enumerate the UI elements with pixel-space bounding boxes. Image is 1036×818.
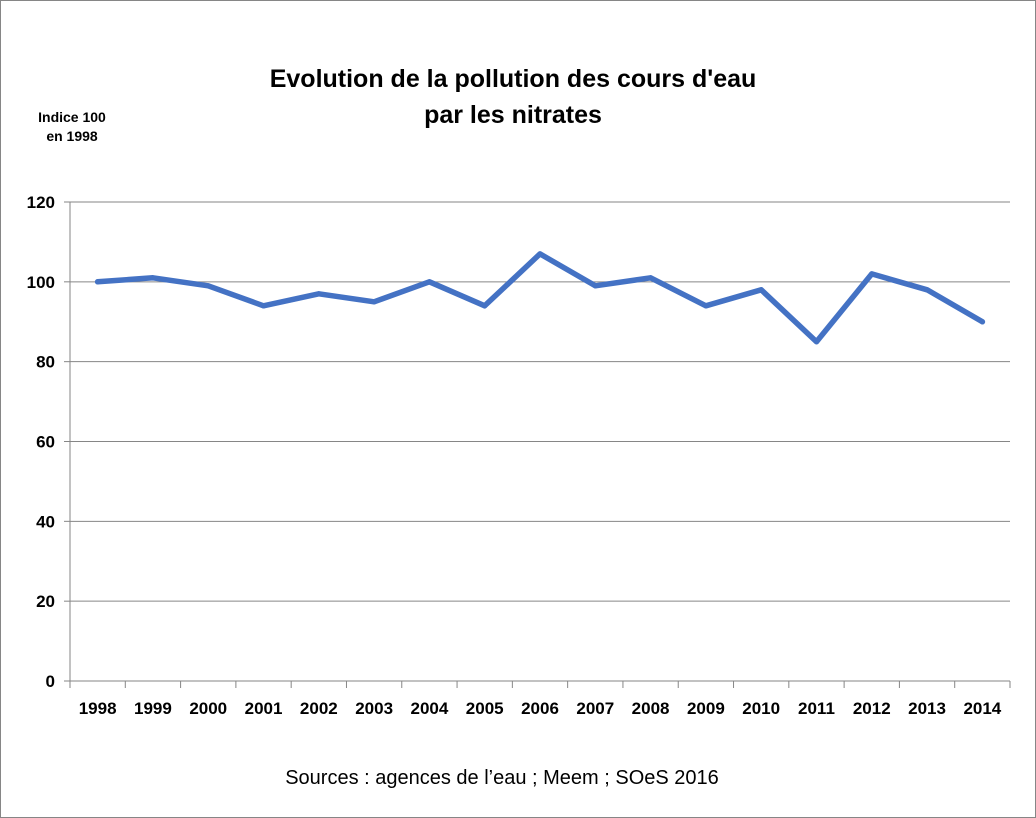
x-tick-label-1999: 1999 bbox=[134, 699, 172, 718]
data-point-2009 bbox=[703, 303, 709, 309]
y-axis-label: Indice 100 en 1998 bbox=[22, 108, 122, 146]
data-point-2003 bbox=[371, 299, 377, 305]
x-tick-label-2006: 2006 bbox=[521, 699, 559, 718]
data-point-2010 bbox=[758, 287, 764, 293]
x-tick-label-2007: 2007 bbox=[576, 699, 614, 718]
data-point-2014 bbox=[979, 319, 985, 325]
data-point-2012 bbox=[869, 271, 875, 277]
y-tick-label-20: 20 bbox=[36, 592, 55, 611]
data-point-2004 bbox=[426, 279, 433, 285]
source-note: Sources : agences de l’eau ; Meem ; SOeS… bbox=[285, 767, 719, 789]
x-tick-label-2002: 2002 bbox=[300, 699, 338, 718]
data-point-2005 bbox=[482, 303, 488, 309]
x-tick-label-2010: 2010 bbox=[742, 699, 780, 718]
y-tick-label-100: 100 bbox=[27, 273, 55, 292]
data-point-2001 bbox=[260, 303, 267, 309]
data-point-1998 bbox=[95, 279, 101, 285]
y-tick-labels: 0 20 40 60 80 100 120 bbox=[27, 193, 55, 691]
x-tick-label-2008: 2008 bbox=[632, 699, 670, 718]
series-group bbox=[94, 251, 986, 345]
gridlines bbox=[70, 201, 1010, 602]
data-point-1999 bbox=[150, 275, 156, 281]
x-tick-label-2000: 2000 bbox=[189, 699, 227, 718]
chart-title-line1: Evolution de la pollution des cours d'ea… bbox=[269, 65, 757, 93]
data-point-2013 bbox=[924, 287, 930, 293]
y-tick-label-120: 120 bbox=[27, 193, 55, 212]
data-point-2008 bbox=[647, 275, 654, 281]
y-tick-label-80: 80 bbox=[36, 353, 55, 372]
data-point-2000 bbox=[205, 283, 211, 289]
x-tick-label-2014: 2014 bbox=[963, 699, 1001, 718]
y-axis-label-line1: Indice 100 bbox=[38, 109, 106, 125]
data-point-2011 bbox=[813, 339, 820, 345]
x-tick-label-2001: 2001 bbox=[245, 699, 283, 718]
x-tick-label-2009: 2009 bbox=[687, 699, 725, 718]
axes bbox=[64, 201, 1011, 688]
y-tick-label-40: 40 bbox=[36, 512, 55, 531]
series-line bbox=[94, 251, 986, 345]
x-tick-label-2005: 2005 bbox=[466, 699, 504, 718]
x-tick-label-2012: 2012 bbox=[853, 699, 891, 718]
x-tick-label-2004: 2004 bbox=[410, 699, 448, 718]
x-tick-labels: 1998 1999 2000 2001 2002 2003 2004 2005 2006 2007… bbox=[79, 699, 1002, 718]
x-tick-label-2011: 2011 bbox=[798, 699, 835, 718]
x-tick-label-1998: 1998 bbox=[79, 699, 117, 718]
y-tick-label-0: 0 bbox=[46, 672, 55, 691]
x-tick-label-2013: 2013 bbox=[908, 699, 946, 718]
data-point-2006 bbox=[537, 251, 543, 257]
y-tick-label-60: 60 bbox=[36, 433, 55, 452]
data-point-2007 bbox=[592, 283, 598, 289]
data-point-2002 bbox=[316, 291, 322, 297]
chart-title-line2: par les nitrates bbox=[424, 101, 602, 129]
x-tick-label-2003: 2003 bbox=[355, 699, 393, 718]
y-axis-label-line2: en 1998 bbox=[46, 128, 98, 144]
